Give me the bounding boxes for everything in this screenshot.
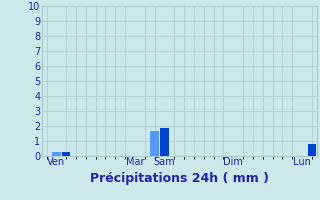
X-axis label: Précipitations 24h ( mm ): Précipitations 24h ( mm ) xyxy=(90,172,269,185)
Bar xyxy=(62,152,70,156)
Bar xyxy=(52,152,60,156)
Bar xyxy=(308,144,316,156)
Bar xyxy=(160,128,169,156)
Bar xyxy=(150,130,159,156)
